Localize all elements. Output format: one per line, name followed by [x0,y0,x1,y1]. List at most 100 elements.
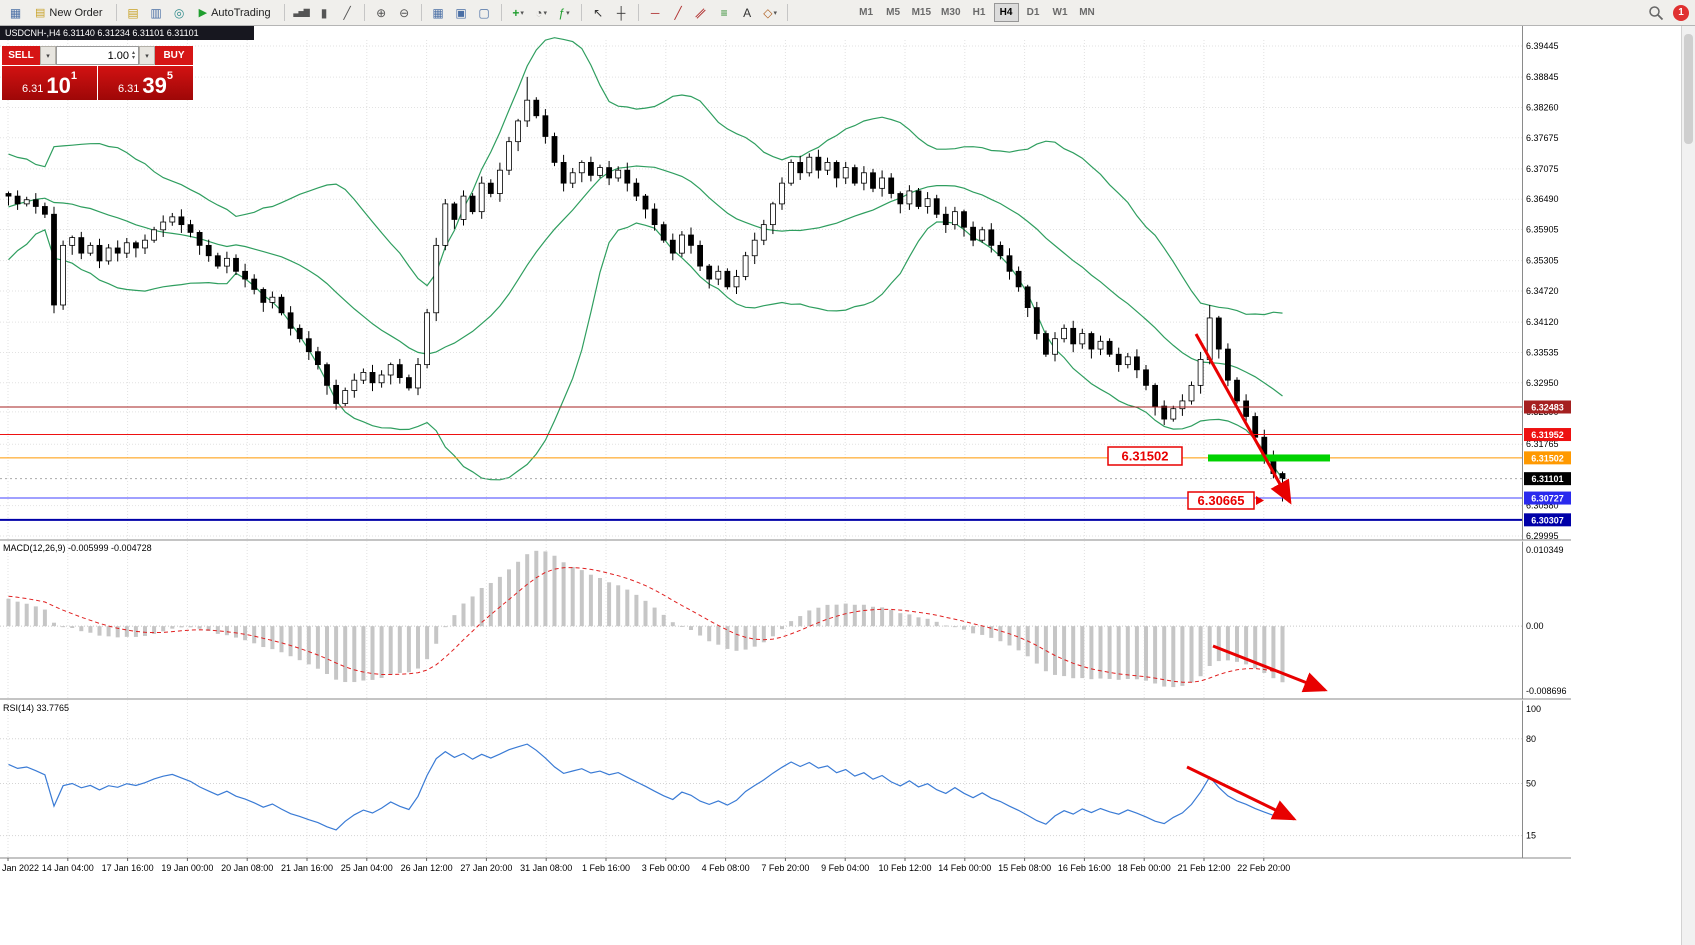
price-tick-label: 6.36490 [1526,194,1559,204]
macd-histogram-bar [1134,626,1139,680]
fibonacci-icon[interactable]: ≡ [720,5,728,20]
dropdown-caret-icon[interactable]: ▾ [520,9,524,17]
vertical-scrollbar[interactable] [1681,26,1695,945]
timeframe-m1-button[interactable]: M1 [854,3,879,22]
terminal-icon[interactable]: ▦ [9,5,22,20]
zoom-out-icon[interactable]: ⊖ [399,5,410,20]
candlestick-chart-icon[interactable]: ▮ [320,5,328,20]
timeframe-m15-button[interactable]: M15 [908,3,935,22]
autotrading-button[interactable]: ▶ AutoTrading [191,2,279,24]
macd-histogram-bar [1071,626,1076,679]
bar-chart-icon[interactable]: ▃▅▇ [293,8,310,17]
price-axis[interactable]: 6.39445 6.38845 6.38260 6.37675 6.37075 6.364… [1524,41,1571,841]
candle-body [1043,333,1049,355]
annotations-layer[interactable]: 6.31502 6.30665 [1107,333,1328,821]
candle-body [123,242,130,254]
macd-histogram-bar [1053,626,1057,675]
candle-body [788,162,794,184]
shapes-icon[interactable]: ◇ ▾ [763,5,777,20]
volume-down-icon[interactable]: ▾ [131,54,135,61]
macd-histogram-bar [488,582,493,627]
candle-body [1152,384,1158,407]
crosshair-icon[interactable]: ┼ [616,5,626,20]
sell-options-caret-icon[interactable]: ▾ [40,46,56,65]
macd-histogram-bar [1216,626,1221,662]
channel-icon[interactable]: ∥ [694,5,709,20]
candle-body [105,247,112,262]
toolbar-separator [420,4,422,21]
timeframe-w1-button[interactable]: W1 [1048,3,1073,22]
macd-histogram-bar [197,626,202,629]
macd-histogram-bar [716,626,721,645]
market-watch-icon[interactable]: ▤ [127,5,139,20]
macd-histogram-bar [734,626,739,651]
trend-arrow-macd[interactable] [1212,644,1328,693]
macd-histogram-bar [516,561,521,627]
horizontal-lines-layer[interactable] [0,406,1522,521]
macd-histogram-bar [179,626,184,628]
scrollbar-thumb[interactable] [1684,34,1693,144]
timeframe-h1-button[interactable]: H1 [967,3,992,22]
bollinger-lower-band [8,221,1283,481]
buy-options-caret-icon[interactable]: ▾ [139,46,155,65]
macd-histogram-bar [1016,626,1021,651]
new-order-button[interactable]: ▤ New Order [27,2,111,24]
arrange-windows-icon[interactable]: ▢ [478,5,490,20]
candle-body [970,226,976,241]
cursor-icon[interactable]: ↖ [593,5,604,20]
macd-histogram-bar [607,582,612,627]
indicators-menu-icon[interactable]: ƒ ▾ [558,5,570,20]
price-tick-label: 6.38260 [1526,102,1559,112]
time-tick-label: 19 Jan 00:00 [161,863,213,873]
volume-input[interactable]: 1.00 ▴ ▾ [56,46,139,65]
price-badge [1524,491,1571,505]
macd-histogram-bar [934,621,939,627]
macd-histogram-bar [15,601,20,627]
line-chart-icon[interactable]: ╱ [343,5,351,20]
volume-up-icon[interactable]: ▴ [131,49,135,56]
timeframe-menu-icon[interactable]: ◔ ▾ [535,5,547,20]
sell-price-button[interactable]: 6.31 10 1 [2,66,97,100]
dropdown-caret-icon[interactable]: ▾ [543,9,547,17]
sell-button[interactable]: SELL [2,46,40,65]
candle-body [879,177,885,189]
zoom-in-icon[interactable]: ⊕ [376,5,387,20]
candle-body [1079,333,1086,345]
navigator-icon[interactable]: ◎ [173,5,185,20]
buy-price-button[interactable]: 6.31 39 5 [98,66,193,100]
candle-body [952,211,958,226]
timeframe-d1-button[interactable]: D1 [1021,3,1046,22]
macd-histogram-bar [925,618,930,627]
data-window-icon[interactable]: ▥ [150,5,162,20]
cascade-windows-icon[interactable]: ▣ [455,5,467,20]
trendline-icon[interactable]: ╱ [674,5,682,20]
tile-windows-icon[interactable]: ▦ [432,5,444,20]
search-icon[interactable] [1648,5,1664,21]
text-label-icon[interactable]: A [743,5,752,20]
notification-badge[interactable]: 1 [1673,4,1689,21]
candle-body [187,224,194,233]
timeframe-mn-button[interactable]: MN [1075,3,1100,22]
buy-button[interactable]: BUY [155,46,193,65]
macd-histogram-bar [561,562,566,627]
candle-body [87,244,94,254]
horizontal-line-icon[interactable]: ─ [650,5,660,20]
timeframe-h4-button[interactable]: H4 [993,3,1019,22]
macd-histogram-bar [770,626,775,637]
macd-histogram-bar [971,626,976,634]
support-zone-rect[interactable] [1208,454,1330,462]
macd-histogram-bar [998,626,1003,642]
macd-histogram-bar [1189,626,1194,683]
candle-body [851,167,858,184]
trend-arrow-main[interactable] [1194,333,1292,505]
dropdown-caret-icon[interactable]: ▾ [773,9,777,17]
time-axis[interactable]: Jan 2022 14 Jan 04:00 17 Jan 16:00 19 Jan 0… [2,858,1290,873]
trend-arrow-rsi[interactable] [1186,765,1297,821]
timeframe-m30-button[interactable]: M30 [937,3,964,22]
candle-body [324,364,330,386]
candle-body [1006,255,1013,272]
timeframe-m5-button[interactable]: M5 [881,3,906,22]
new-chart-icon[interactable]: + ▾ [512,5,524,20]
dropdown-caret-icon[interactable]: ▾ [566,9,570,17]
